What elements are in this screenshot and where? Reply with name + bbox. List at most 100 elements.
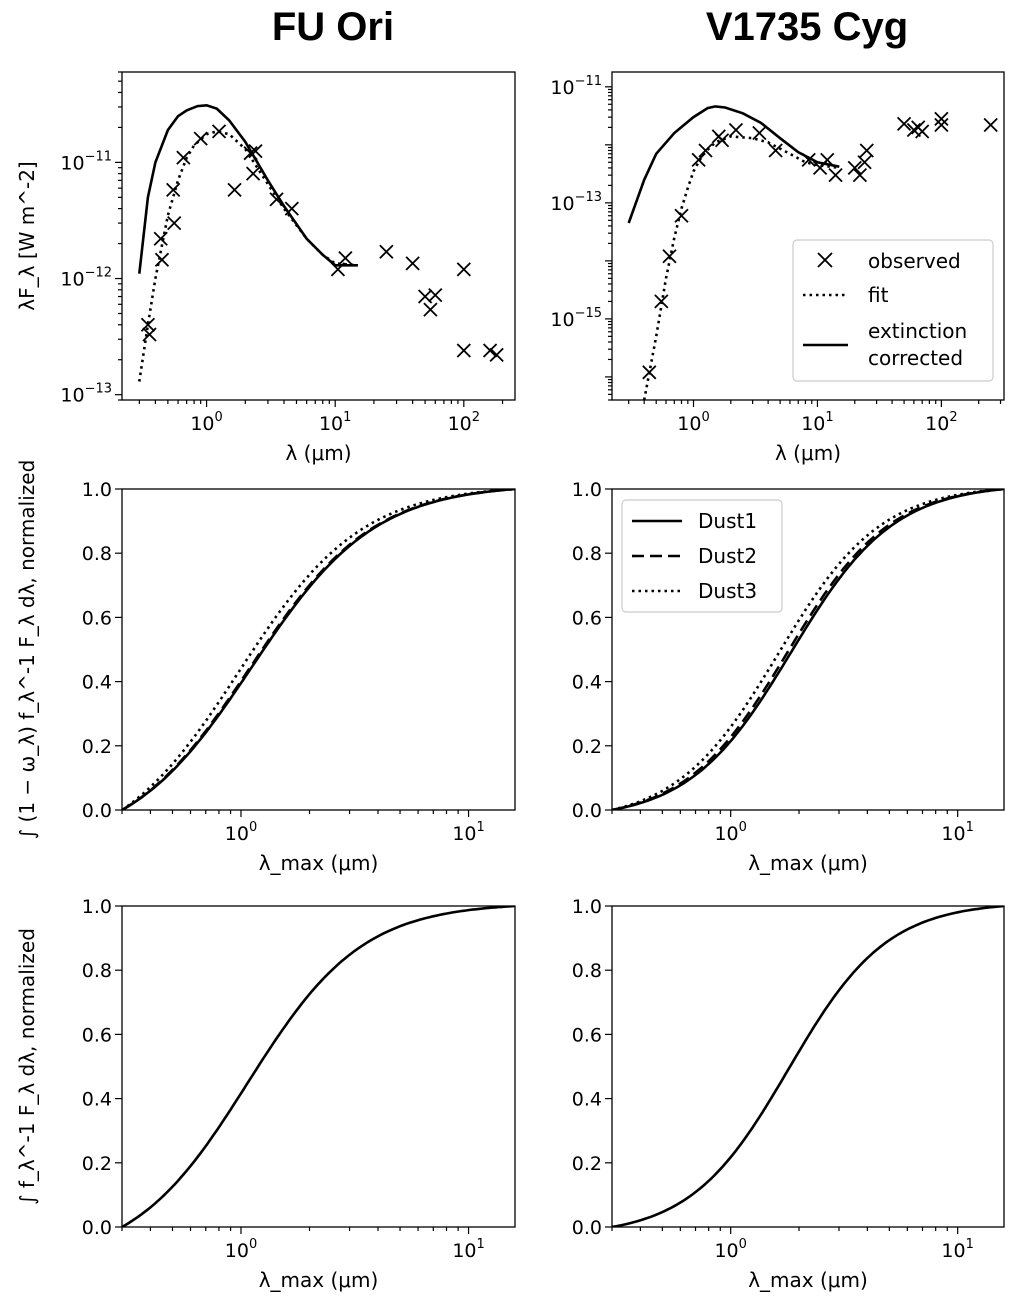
observed-point bbox=[852, 168, 868, 183]
x-tick-label: 101 bbox=[452, 1237, 484, 1262]
observed-point bbox=[330, 262, 346, 277]
plot-area bbox=[122, 489, 515, 810]
x-marker-stroke bbox=[852, 168, 868, 183]
y-tick-label: 0.4 bbox=[572, 1089, 602, 1111]
legend-label-dust1: Dust1 bbox=[698, 509, 757, 533]
tick-exponent: 2 bbox=[949, 410, 957, 425]
column-title-v1735-cyg: V1735 Cyg bbox=[706, 5, 908, 49]
x-marker-stroke bbox=[857, 155, 872, 170]
x-marker-stroke bbox=[423, 302, 438, 317]
tick-base: 10 bbox=[319, 413, 343, 435]
x-marker-stroke bbox=[428, 287, 443, 303]
observed-point bbox=[934, 111, 949, 127]
tick-exponent: 2 bbox=[472, 410, 480, 425]
series-dust3 bbox=[122, 489, 515, 810]
x-marker-stroke bbox=[330, 262, 346, 277]
observed-point bbox=[801, 152, 816, 168]
extinction-corrected-line bbox=[138, 103, 358, 274]
y-tick-label: 0.6 bbox=[572, 607, 602, 629]
observed-point bbox=[934, 117, 949, 133]
observed-point bbox=[284, 201, 299, 216]
observed-point bbox=[896, 116, 912, 131]
legend-label-dust2: Dust2 bbox=[698, 544, 757, 568]
x-marker-stroke bbox=[405, 256, 420, 271]
observed-point bbox=[405, 256, 420, 271]
tick-base: 10 bbox=[452, 823, 476, 845]
x-marker-stroke bbox=[482, 343, 498, 358]
tick-exponent: 1 bbox=[966, 1237, 974, 1252]
y-tick-label: 0.2 bbox=[572, 736, 602, 758]
legend-label-observed: observed bbox=[868, 249, 961, 273]
x-marker-stroke bbox=[211, 124, 227, 139]
tick-base: 10 bbox=[714, 823, 738, 845]
observed-point bbox=[423, 302, 438, 317]
axes-frame bbox=[121, 488, 516, 811]
y-tick-label: 10−12 bbox=[60, 266, 112, 291]
x-marker-stroke bbox=[698, 143, 713, 158]
tick-exponent: −13 bbox=[85, 382, 112, 397]
tick-exponent: 1 bbox=[477, 1237, 485, 1252]
legend-label-fit: fit bbox=[868, 283, 889, 307]
tick-base: 10 bbox=[448, 413, 472, 435]
axes-frame bbox=[121, 905, 516, 1228]
tick-base: 10 bbox=[190, 413, 214, 435]
x-marker-stroke bbox=[983, 117, 998, 133]
observed-point bbox=[456, 343, 471, 358]
x-marker-stroke bbox=[248, 143, 263, 159]
x-marker-stroke bbox=[820, 152, 835, 168]
observed-point bbox=[167, 215, 182, 231]
tick-exponent: 0 bbox=[249, 1237, 257, 1252]
y-tick-label: 0.0 bbox=[82, 1217, 112, 1239]
observed-point bbox=[245, 166, 261, 181]
y-tick-label: 1.0 bbox=[82, 896, 112, 918]
x-axis-label: λ (μm) bbox=[775, 441, 841, 465]
tick-exponent: −11 bbox=[575, 74, 602, 89]
x-tick-label: 100 bbox=[714, 820, 746, 845]
legend: Dust1 Dust2 Dust3 bbox=[621, 499, 783, 613]
observed-point bbox=[456, 262, 471, 277]
tick-base: 10 bbox=[60, 385, 84, 407]
tick-exponent: 1 bbox=[825, 410, 833, 425]
column-title-fu-ori: FU Ori bbox=[272, 5, 394, 49]
y-tick-label: 10−13 bbox=[60, 382, 112, 407]
x-marker-stroke bbox=[691, 152, 706, 168]
tick-base: 10 bbox=[801, 413, 825, 435]
series-dust1 bbox=[612, 489, 1004, 810]
observed-point bbox=[857, 155, 872, 170]
tick-base: 10 bbox=[60, 152, 84, 174]
x-marker-stroke bbox=[245, 166, 261, 181]
legend: observed fit extinction corrected bbox=[792, 239, 994, 382]
observed-point bbox=[379, 244, 394, 259]
tick-base: 10 bbox=[941, 823, 965, 845]
y-tick-label: 0.8 bbox=[82, 960, 112, 982]
y-tick-label: 0.8 bbox=[572, 543, 602, 565]
x-tick-label: 100 bbox=[677, 410, 709, 435]
y-tick-label: 0.4 bbox=[82, 672, 112, 694]
tick-base: 10 bbox=[225, 1240, 249, 1262]
observed-point bbox=[698, 143, 713, 158]
x-marker-stroke bbox=[176, 150, 191, 165]
extinction-corrected-line bbox=[627, 105, 840, 224]
observed-point bbox=[227, 182, 242, 197]
x-tick-label: 101 bbox=[452, 820, 484, 845]
x-tick-label: 100 bbox=[225, 820, 257, 845]
observed-point bbox=[211, 124, 227, 139]
x-marker-stroke bbox=[934, 111, 949, 127]
x-tick-label: 101 bbox=[319, 410, 351, 435]
tick-base: 10 bbox=[225, 823, 249, 845]
x-tick-label: 101 bbox=[941, 1237, 973, 1262]
observed-point bbox=[642, 365, 657, 380]
x-marker-stroke bbox=[934, 117, 949, 133]
tick-exponent: 1 bbox=[966, 820, 974, 835]
x-marker-stroke bbox=[338, 250, 353, 266]
y-tick-label: 0.2 bbox=[82, 736, 112, 758]
y-tick-label: 10−13 bbox=[550, 190, 602, 215]
x-marker-stroke bbox=[896, 116, 912, 131]
axes-frame bbox=[611, 488, 1005, 811]
tick-exponent: 0 bbox=[739, 820, 747, 835]
axes-frame bbox=[121, 71, 516, 401]
axes-frame bbox=[611, 905, 1005, 1228]
